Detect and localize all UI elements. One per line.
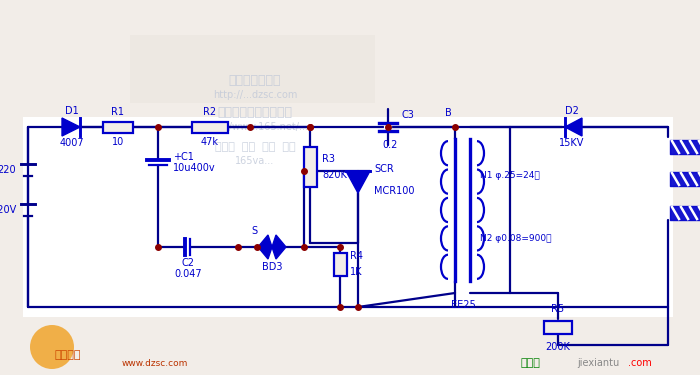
Text: R2: R2 [204,107,216,117]
Bar [130,35,375,103]
Text: www.dzsc.com: www.dzsc.com [122,358,188,368]
Text: D1: D1 [65,106,79,116]
Text: MCR100: MCR100 [374,186,414,196]
Bar [192,122,228,132]
Bar [23,117,673,317]
Text: 47k: 47k [201,137,219,147]
Text: R5: R5 [552,304,565,314]
Text: 4007: 4007 [60,138,84,148]
Text: 220V: 220V [0,205,16,215]
Bar [333,252,346,276]
Text: N1 φ.25=24匹: N1 φ.25=24匹 [480,171,540,180]
Text: http://www.165.net/...: http://www.165.net/... [202,122,308,132]
Text: jiexiantu: jiexiantu [577,358,619,368]
Text: R3: R3 [322,154,335,164]
Text: .com: .com [628,358,652,368]
Circle shape [30,325,74,369]
Text: 165va...: 165va... [235,156,274,166]
Text: http://...dzsc.com: http://...dzsc.com [213,90,298,100]
Text: S: S [251,226,257,236]
Text: B: B [445,108,452,118]
Text: C2: C2 [181,258,195,268]
Text: +C1: +C1 [173,152,194,162]
Text: 15KV: 15KV [559,138,584,148]
Text: 10u400v: 10u400v [173,163,216,173]
Text: 1K: 1K [350,267,363,277]
Text: 设计人  刘钟  实验  老锋: 设计人 刘钟 实验 老锋 [215,142,295,152]
Text: 10: 10 [112,137,124,147]
Polygon shape [565,118,582,136]
Text: D2: D2 [565,106,579,116]
Text: N2 φ0.08=900匹: N2 φ0.08=900匹 [480,234,552,243]
Polygon shape [258,235,286,259]
Text: C3: C3 [402,110,415,120]
Bar [544,321,572,333]
Text: 接线图: 接线图 [520,358,540,368]
Bar [103,122,133,132]
Text: 维库一下: 维库一下 [55,350,81,360]
Bar [304,147,316,187]
Text: 820K: 820K [322,170,347,180]
Polygon shape [346,171,370,193]
Text: 电子制作网提供: 电子制作网提供 [229,75,281,87]
Text: SCR: SCR [374,164,393,174]
Text: 200K: 200K [545,342,570,352]
Text: 0.047: 0.047 [174,269,202,279]
Text: R1: R1 [111,107,125,117]
Text: BD3: BD3 [262,262,282,272]
Text: 220: 220 [0,165,16,175]
Text: 杭州将睿科技有限公司: 杭州将睿科技有限公司 [218,106,293,120]
Text: 0.2: 0.2 [382,140,398,150]
Text: R4: R4 [350,251,363,261]
Text: EE25: EE25 [451,300,475,310]
Polygon shape [62,118,80,136]
